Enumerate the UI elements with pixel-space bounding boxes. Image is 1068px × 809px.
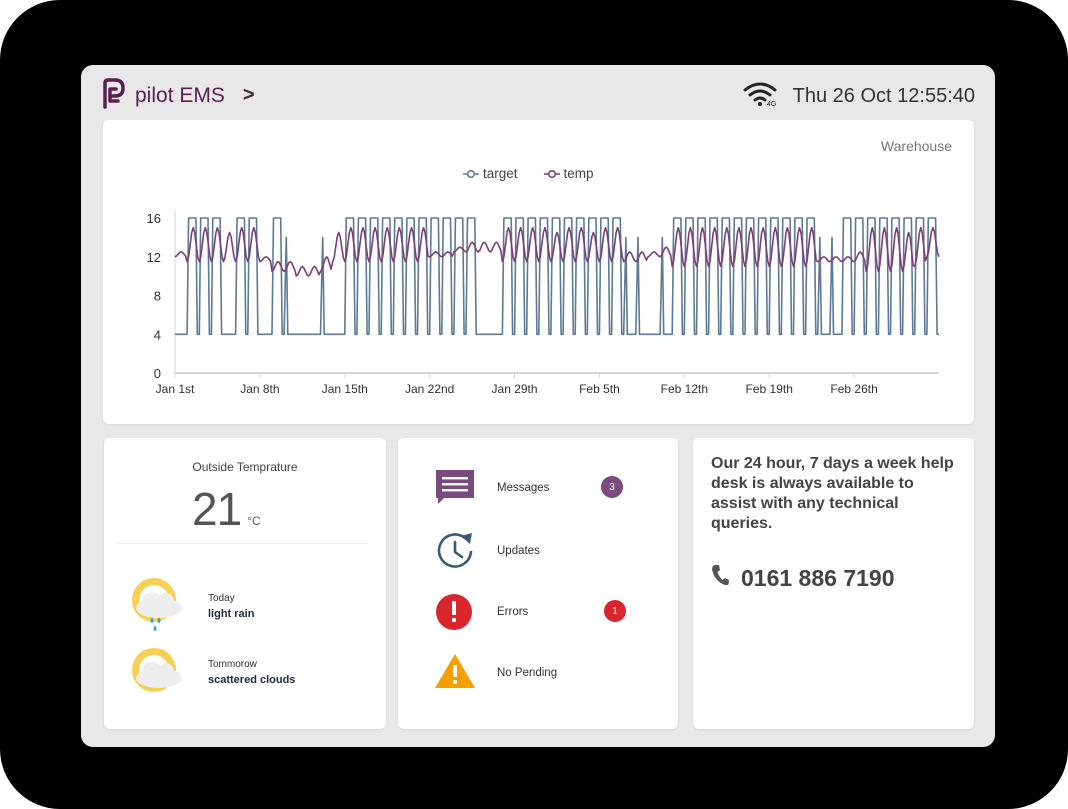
x-tick-label: Feb 12th [661, 382, 708, 396]
errors-label: Errors [497, 606, 529, 618]
forecast-tomorrow: Tommorow scattered clouds [128, 644, 295, 701]
target-line [175, 217, 939, 336]
warning-icon [434, 652, 476, 695]
legend-temp-marker [543, 169, 560, 178]
pending-item[interactable] [434, 652, 476, 695]
pending-label: No Pending [497, 667, 558, 679]
updates-item[interactable] [434, 530, 476, 577]
alerts-card: Messages 3 Updates Errors 1 [398, 438, 678, 729]
help-text: Our 24 hour, 7 days a week help desk is … [711, 455, 954, 532]
messages-item[interactable] [434, 468, 476, 511]
messages-label: Messages [497, 482, 550, 494]
dashboard-screen: pilot EMS > 4G Thu 26 Oct 12:55:40 Wareh… [81, 65, 995, 747]
weather-title: Outside Temprature [192, 460, 298, 474]
y-tick-label: 8 [154, 289, 161, 304]
phone-link[interactable]: 0161 886 7190 [711, 564, 895, 592]
temp-line [174, 226, 940, 277]
forecast-today-text: Today light rain [208, 593, 254, 620]
updates-label: Updates [497, 545, 540, 557]
status-area: 4G Thu 26 Oct 12:55:40 [743, 81, 975, 112]
weather-card: Outside Temprature 21 °C Today [104, 438, 386, 729]
y-tick-label: 4 [154, 327, 161, 342]
x-tick-label: Jan 1st [156, 382, 195, 396]
legend-target-marker [463, 169, 479, 178]
forecast-condition: light rain [208, 608, 255, 620]
forecast-today: Today light rain [128, 574, 254, 639]
x-tick-label: Jan 22nd [405, 382, 454, 396]
x-tick-label: Feb 5th [579, 382, 620, 396]
x-tick-label: Jan 15th [322, 382, 368, 396]
temperature-unit: °C [247, 514, 261, 528]
top-bar: pilot EMS > 4G Thu 26 Oct 12:55:40 [81, 65, 995, 121]
x-tick-label: Jan 29th [492, 382, 538, 396]
temperature-chart-card: Warehouse target temp 0 4 8 12 16 Jan 1st Jan … [103, 120, 974, 424]
site-label: Warehouse [880, 138, 952, 154]
x-tick-label: Feb 19th [746, 382, 793, 396]
sun-rain-icon [128, 574, 186, 639]
forecast-day: Today [208, 593, 235, 604]
brand-link[interactable]: pilot EMS > [101, 77, 255, 114]
legend-target-label: target [483, 166, 518, 181]
chart-legend: target temp [463, 166, 594, 181]
forecast-condition: scattered clouds [208, 674, 296, 686]
phone-icon [711, 564, 729, 592]
divider [118, 543, 368, 544]
wifi-4g-icon: 4G [743, 81, 779, 112]
y-tick-label: 16 [147, 211, 161, 226]
chevron-right-icon: > [242, 84, 255, 106]
messages-badge: 3 [601, 476, 623, 498]
clock-refresh-icon [434, 530, 476, 577]
sun-cloud-icon [128, 644, 186, 701]
app-name: pilot EMS [135, 83, 225, 107]
legend-target[interactable]: target [463, 166, 518, 181]
y-tick-label: 0 [154, 366, 161, 381]
x-tick-label: Jan 8th [240, 382, 279, 396]
errors-item[interactable] [434, 592, 474, 637]
errors-badge: 1 [604, 600, 626, 622]
outside-temperature: 21 °C [192, 482, 261, 536]
temperature-value: 21 [192, 483, 242, 535]
network-label: 4G [767, 101, 776, 107]
clock: Thu 26 Oct 12:55:40 [792, 85, 975, 107]
legend-temp-label: temp [563, 166, 594, 181]
message-icon [434, 468, 476, 511]
x-tick-label: Feb 26th [830, 382, 877, 396]
phone-number: 0161 886 7190 [741, 564, 895, 591]
temperature-chart: 0 4 8 12 16 Jan 1st Jan 8th Jan 15th Jan 22nd Jan… [147, 210, 940, 396]
error-icon [434, 592, 474, 637]
forecast-tomorrow-text: Tommorow scattered clouds [208, 659, 295, 686]
pilot-logo-icon [101, 77, 127, 114]
help-card: Our 24 hour, 7 days a week help desk is … [693, 438, 974, 729]
legend-temp[interactable]: temp [543, 166, 594, 181]
y-tick-label: 12 [147, 250, 161, 265]
forecast-day: Tommorow [208, 659, 257, 670]
